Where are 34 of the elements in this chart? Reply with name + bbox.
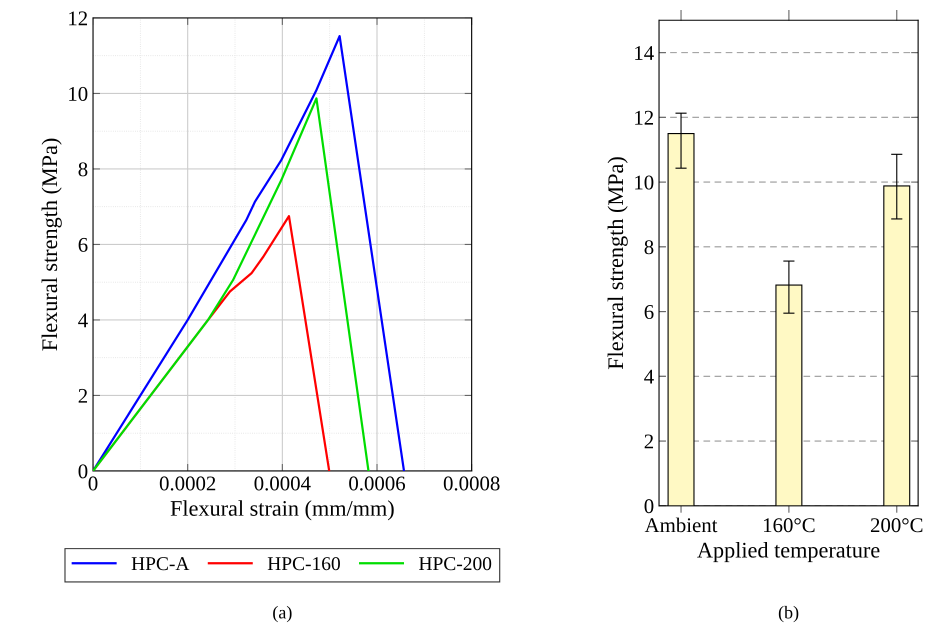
x-tick-label: 0.0002 (160, 476, 216, 491)
text: (b) (778, 606, 798, 622)
x-tick-label: 0.0004 (254, 476, 311, 491)
y-tick-label: 10 (635, 175, 654, 190)
x-tick-label: 0 (88, 476, 98, 490)
y-tick-label: 14 (635, 46, 654, 60)
y-tick-label: 12 (635, 110, 654, 125)
y-tick-label: 10 (69, 86, 88, 101)
y-axis-title: Flexural strength (MPa) (42, 138, 62, 351)
line-series (93, 34, 406, 471)
y-tick-label: 4 (78, 313, 88, 328)
y-tick-label: 6 (78, 238, 88, 252)
y-tick-label: 4 (644, 370, 654, 384)
y-tick-label: 2 (644, 434, 654, 448)
legend-label: HPC-A (132, 557, 190, 570)
y-tick-label: 2 (78, 388, 88, 403)
x-tick-label: Ambient (644, 518, 718, 532)
y-tick-label: 6 (644, 304, 654, 319)
line-series (93, 97, 370, 471)
text: (a) (273, 606, 292, 622)
y-tick-label: 8 (644, 240, 654, 254)
y-tick-label: 0 (78, 464, 88, 478)
x-axis-title: Applied temperature (697, 542, 880, 562)
y-axis-title: Flexural strength (MPa) (608, 157, 628, 370)
y-tick-label: 8 (78, 162, 88, 176)
x-tick-label: 0.0008 (444, 476, 500, 491)
x-tick-label: 0.0006 (349, 476, 406, 491)
legend-label: HPC-160 (268, 557, 340, 570)
x-axis-title: Flexural strain (mm/mm) (170, 500, 394, 520)
y-tick-label: 0 (644, 499, 654, 514)
legend-label: HPC-200 (419, 557, 492, 570)
x-tick-label: 200°C (870, 518, 922, 532)
y-tick-label: 12 (69, 11, 88, 26)
x-tick-label: 160°C (764, 518, 814, 532)
